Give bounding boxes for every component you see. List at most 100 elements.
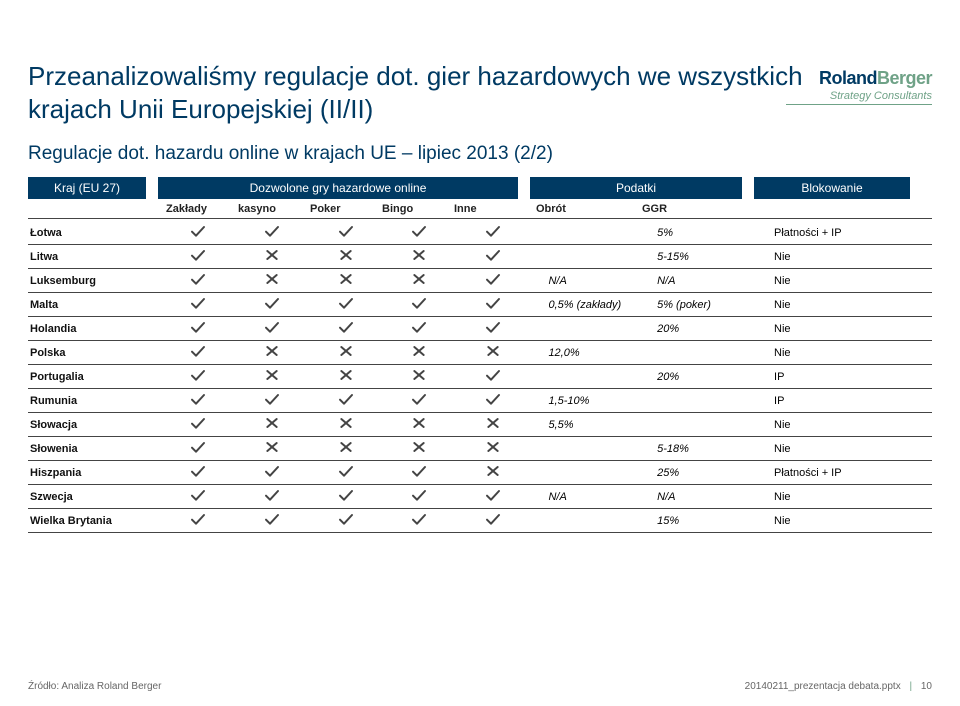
cell-mark: [456, 245, 530, 269]
cell-country: Łotwa: [28, 221, 149, 245]
regulation-table: Kraj (EU 27) Dozwolone gry hazardowe onl…: [28, 177, 932, 533]
cell-mark: [235, 269, 309, 293]
cell-mark: [235, 341, 309, 365]
cell-mark: [383, 221, 457, 245]
cell-country: Holandia: [28, 317, 149, 341]
cell-ggr: 5-18%: [651, 437, 760, 461]
check-icon: [338, 464, 354, 478]
cell-ggr: [651, 413, 760, 437]
cell-obrot: [542, 317, 651, 341]
brand-name-1: Roland: [819, 68, 877, 88]
subheader-inne: Inne: [446, 203, 518, 215]
page-title: Przeanalizowaliśmy regulacje dot. gier h…: [28, 60, 848, 125]
header-country: Kraj (EU 27): [28, 177, 146, 199]
cell-mark: [235, 317, 309, 341]
cross-icon: [264, 440, 280, 454]
cell-mark: [309, 341, 383, 365]
table-row: LuksemburgN/AN/ANie: [28, 269, 932, 293]
check-icon: [190, 440, 206, 454]
cell-block: Nie: [772, 341, 932, 365]
cell-ggr: [651, 389, 760, 413]
source-note: Źródło: Analiza Roland Berger: [28, 681, 161, 692]
cell-mark: [161, 341, 235, 365]
cross-icon: [485, 344, 501, 358]
check-icon: [338, 296, 354, 310]
page-title-block: Przeanalizowaliśmy regulacje dot. gier h…: [28, 60, 848, 125]
cell-mark: [309, 365, 383, 389]
check-icon: [338, 392, 354, 406]
cell-obrot: [542, 509, 651, 533]
check-icon: [485, 224, 501, 238]
check-icon: [264, 224, 280, 238]
cell-country: Szwecja: [28, 485, 149, 509]
check-icon: [338, 488, 354, 502]
table-row: Polska12,0%Nie: [28, 341, 932, 365]
check-icon: [411, 512, 427, 526]
cell-ggr: N/A: [651, 269, 760, 293]
cross-icon: [411, 248, 427, 262]
cross-icon: [338, 416, 354, 430]
cell-block: IP: [772, 365, 932, 389]
cell-country: Rumunia: [28, 389, 149, 413]
cell-mark: [309, 389, 383, 413]
check-icon: [485, 272, 501, 286]
check-icon: [411, 488, 427, 502]
cell-country: Słowacja: [28, 413, 149, 437]
check-icon: [485, 392, 501, 406]
cell-block: Nie: [772, 413, 932, 437]
cell-block: Płatności + IP: [772, 221, 932, 245]
table-row: Malta0,5% (zakłady)5% (poker)Nie: [28, 293, 932, 317]
check-icon: [264, 392, 280, 406]
check-icon: [190, 224, 206, 238]
cross-icon: [338, 248, 354, 262]
cell-mark: [456, 341, 530, 365]
check-icon: [485, 320, 501, 334]
cross-icon: [338, 344, 354, 358]
cell-mark: [235, 221, 309, 245]
cell-mark: [456, 461, 530, 485]
cross-icon: [485, 416, 501, 430]
table-row: Słowenia5-18%Nie: [28, 437, 932, 461]
check-icon: [485, 512, 501, 526]
cell-mark: [383, 317, 457, 341]
check-icon: [411, 392, 427, 406]
cross-icon: [264, 272, 280, 286]
check-icon: [485, 488, 501, 502]
check-icon: [338, 512, 354, 526]
cell-ggr: 20%: [651, 365, 760, 389]
data-table: Łotwa5%Płatności + IPLitwa5-15%NieLuksem…: [28, 221, 932, 533]
cell-obrot: 0,5% (zakłady): [542, 293, 651, 317]
table-row: SzwecjaN/AN/ANie: [28, 485, 932, 509]
cell-mark: [456, 317, 530, 341]
check-icon: [411, 296, 427, 310]
cell-mark: [235, 293, 309, 317]
table-row: Łotwa5%Płatności + IP: [28, 221, 932, 245]
cell-mark: [161, 317, 235, 341]
table-row: Hiszpania25%Płatności + IP: [28, 461, 932, 485]
cell-mark: [383, 437, 457, 461]
check-icon: [190, 512, 206, 526]
check-icon: [190, 296, 206, 310]
check-icon: [190, 320, 206, 334]
cell-mark: [235, 365, 309, 389]
footer-page: 10: [921, 681, 932, 692]
cross-icon: [338, 440, 354, 454]
cell-mark: [235, 413, 309, 437]
table-row: Wielka Brytania15%Nie: [28, 509, 932, 533]
cell-mark: [456, 437, 530, 461]
check-icon: [264, 512, 280, 526]
cell-mark: [309, 413, 383, 437]
cell-mark: [456, 293, 530, 317]
cell-obrot: N/A: [542, 269, 651, 293]
brand-underline: [786, 104, 932, 105]
footer-file: 20140211_prezentacja debata.pptx: [745, 681, 901, 692]
cell-mark: [161, 509, 235, 533]
cell-country: Hiszpania: [28, 461, 149, 485]
table-row: Rumunia1,5-10%IP: [28, 389, 932, 413]
cross-icon: [411, 272, 427, 286]
cell-block: Nie: [772, 245, 932, 269]
cell-country: Słowenia: [28, 437, 149, 461]
cell-mark: [161, 413, 235, 437]
cell-obrot: 12,0%: [542, 341, 651, 365]
cell-ggr: [651, 341, 760, 365]
